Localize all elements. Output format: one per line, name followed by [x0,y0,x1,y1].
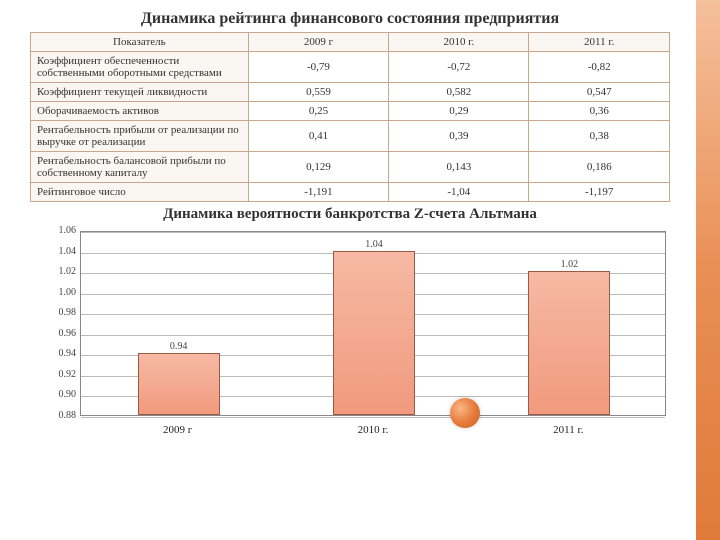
chart-y-tick-label: 0.94 [38,348,76,359]
indicators-table: Показатель 2009 г 2010 г. 2011 г. Коэффи… [30,32,670,202]
row-header: Коэффициент обеспеченности собственными … [31,52,249,83]
table-cell: -0,79 [248,52,389,83]
chart-bar: 1.02 [528,271,610,415]
row-header: Оборачиваемость активов [31,102,249,121]
row-header: Рентабельность прибыли от реализации по … [31,121,249,152]
chart-y-tick-label: 0.92 [38,369,76,380]
page: Динамика рейтинга финансового состояния … [0,0,720,540]
chart-y-tick-label: 0.96 [38,328,76,339]
accent-circle-icon [450,398,480,428]
table-cell: -0,72 [389,52,529,83]
table-cell: 0,559 [248,83,389,102]
chart-x-tick-label: 2009 г [163,424,192,436]
chart-title: Динамика вероятности банкротства Z-счета… [10,206,690,223]
table-row: Коэффициент обеспеченности собственными … [31,52,670,83]
table-cell: 0,39 [389,121,529,152]
bar-chart: 0.94 1.04 1.02 0.88 0.90 0.92 0.94 0.96 0.98 1.0… [30,227,670,442]
table-cell: -0,82 [529,52,670,83]
chart-y-tick-label: 1.00 [38,287,76,298]
table-col-header: 2011 г. [529,33,670,52]
table-row: Оборачиваемость активов0,250,290,36 [31,102,670,121]
chart-bar: 1.04 [333,251,415,415]
table-cell: 0,186 [529,152,670,183]
chart-y-tick-label: 1.06 [38,225,76,236]
row-header: Рентабельность балансовой прибыли по соб… [31,152,249,183]
table-cell: 0,582 [389,83,529,102]
table-cell: 0,129 [248,152,389,183]
chart-y-tick-label: 0.90 [38,389,76,400]
chart-bar-label: 1.02 [549,259,589,270]
chart-x-tick-label: 2010 г. [358,424,389,436]
table-cell: 0,547 [529,83,670,102]
row-header: Коэффициент текущей ликвидности [31,83,249,102]
table-cell: 0,25 [248,102,389,121]
table-col-header: Показатель [31,33,249,52]
table-row: Рентабельность балансовой прибыли по соб… [31,152,670,183]
chart-y-tick-label: 1.04 [38,246,76,257]
table-cell: 0,38 [529,121,670,152]
chart-gridline [81,417,665,418]
chart-x-tick-label: 2011 г. [553,424,583,436]
table-row: Рентабельность прибыли от реализации по … [31,121,670,152]
table-row: Рейтинговое число-1,191-1,04-1,197 [31,183,670,202]
table-cell: -1,04 [389,183,529,202]
chart-y-tick-label: 1.02 [38,266,76,277]
table-cell: -1,191 [248,183,389,202]
table-cell: 0,29 [389,102,529,121]
chart-gridline [81,232,665,233]
table-cell: 0,36 [529,102,670,121]
table-header-row: Показатель 2009 г 2010 г. 2011 г. [31,33,670,52]
table-cell: 0,41 [248,121,389,152]
table-cell: -1,197 [529,183,670,202]
chart-bar-label: 1.04 [354,239,394,250]
table-title: Динамика рейтинга финансового состояния … [10,10,690,28]
chart-plot-area: 0.94 1.04 1.02 [80,231,666,416]
content-area: Динамика рейтинга финансового состояния … [0,0,720,442]
row-header: Рейтинговое число [31,183,249,202]
chart-y-tick-label: 0.98 [38,307,76,318]
chart-bar: 0.94 [138,353,220,415]
table-col-header: 2009 г [248,33,389,52]
chart-y-tick-label: 0.88 [38,410,76,421]
table-cell: 0,143 [389,152,529,183]
chart-bar-label: 0.94 [159,341,199,352]
table-row: Коэффициент текущей ликвидности0,5590,58… [31,83,670,102]
table-body: Коэффициент обеспеченности собственными … [31,52,670,202]
table-col-header: 2010 г. [389,33,529,52]
